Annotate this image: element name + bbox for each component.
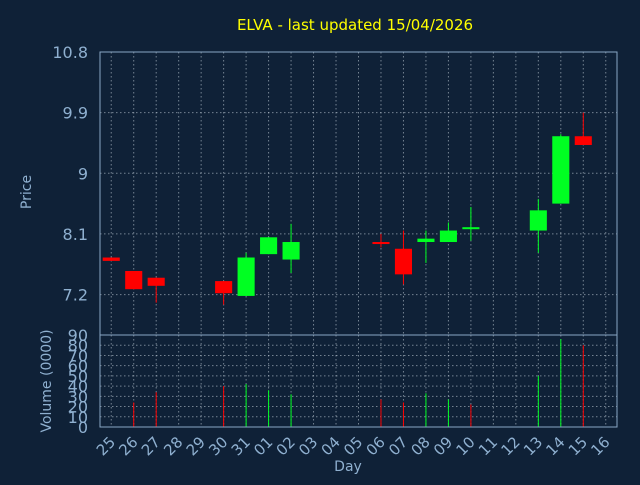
x-tick-label: 16 bbox=[587, 433, 613, 459]
price-panel: 10.8 9.9 9 8.1 7.2 bbox=[52, 43, 618, 336]
chart-title: ELVA - last updated 15/04/2026 bbox=[237, 16, 473, 34]
volume-axis-label: Volume (0000) bbox=[39, 329, 55, 432]
candle-body bbox=[147, 277, 165, 286]
candle-body bbox=[462, 227, 480, 230]
candle-body bbox=[529, 210, 547, 231]
volume-tick-label: 30 bbox=[68, 387, 88, 406]
candle-body bbox=[417, 238, 435, 243]
price-tick-label: 9.9 bbox=[63, 104, 88, 123]
volume-tick-label: 70 bbox=[68, 346, 88, 365]
x-axis-label: Day bbox=[334, 459, 362, 475]
volume-tick-label: 10 bbox=[68, 408, 88, 427]
volume-tick-label: 50 bbox=[68, 367, 88, 386]
price-axis-label: Price bbox=[19, 175, 35, 209]
volume-tick-label: 60 bbox=[68, 357, 88, 376]
candle-body bbox=[237, 257, 255, 296]
volume-frame bbox=[99, 334, 618, 428]
candle-body bbox=[125, 270, 143, 290]
volume-tick-label: 40 bbox=[68, 377, 88, 396]
candle-body bbox=[372, 242, 390, 245]
volume-tick-label: 90 bbox=[68, 326, 88, 345]
candle-body bbox=[439, 230, 457, 243]
price-tick-label: 7.2 bbox=[63, 286, 88, 305]
candle-body bbox=[394, 248, 412, 275]
candle-body bbox=[552, 136, 570, 204]
price-tick-label: 9 bbox=[78, 164, 88, 183]
volume-tick-label: 0 bbox=[78, 418, 88, 437]
volume-tick-label: 80 bbox=[68, 336, 88, 355]
volume-tick-label: 20 bbox=[68, 398, 88, 417]
price-tick-label: 8.1 bbox=[63, 225, 88, 244]
candle-body bbox=[282, 242, 300, 260]
price-tick-label: 10.8 bbox=[52, 43, 88, 62]
candle-body bbox=[574, 136, 592, 145]
candle-body bbox=[102, 257, 120, 261]
x-tick-labels: 2526272829303101020304050607080910111213… bbox=[93, 433, 614, 459]
candle-body bbox=[215, 281, 233, 294]
candle-body bbox=[260, 237, 278, 255]
